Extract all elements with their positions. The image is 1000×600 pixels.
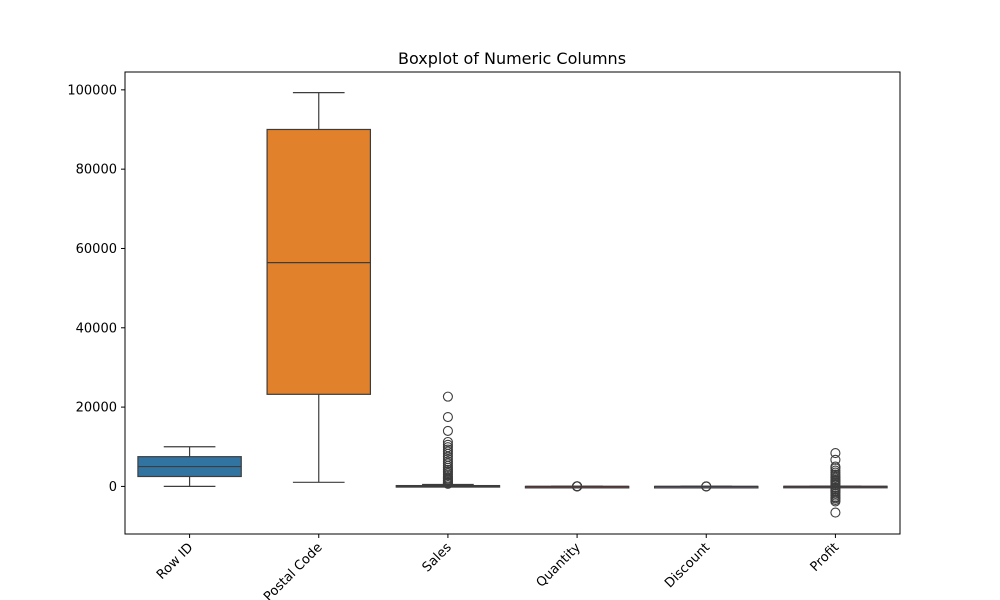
outlier-point-profit: [830, 454, 841, 465]
plot-area: 0 20000 40000 60000 80000 100000 Row ID Postal …: [67, 83, 888, 600]
outlier-point-sales: [442, 391, 453, 402]
y-tick-label: 40000: [76, 321, 117, 336]
x-tick-label-postal-code: Postal Code: [261, 540, 325, 600]
x-tick-label-profit: Profit: [808, 540, 843, 575]
outlier-point-quantity: [572, 481, 583, 492]
outlier-point-discount: [701, 481, 712, 492]
y-tick-label: 60000: [76, 242, 117, 257]
y-tick-label: 20000: [76, 401, 117, 416]
x-tick-label-row-id: Row ID: [154, 540, 196, 582]
x-tick-label-sales: Sales: [420, 540, 455, 575]
outlier-point-sales: [442, 446, 453, 457]
x-tick-label-quantity: Quantity: [534, 540, 585, 591]
outlier-point-sales: [442, 478, 453, 489]
outlier-point-profit: [830, 496, 841, 507]
outlier-point-profit: [830, 448, 841, 459]
outlier-point-sales: [442, 425, 453, 436]
chart-title: Boxplot of Numeric Columns: [398, 49, 626, 68]
y-tick-label: 80000: [76, 163, 117, 178]
box-postal-code: [266, 128, 372, 395]
y-tick-label: 0: [109, 480, 117, 495]
axes-frame: [124, 71, 901, 535]
x-tick-label-discount: Discount: [662, 540, 713, 591]
outlier-point-profit: [830, 507, 841, 518]
y-tick-label: 100000: [67, 83, 117, 98]
outlier-point-sales: [442, 411, 453, 423]
